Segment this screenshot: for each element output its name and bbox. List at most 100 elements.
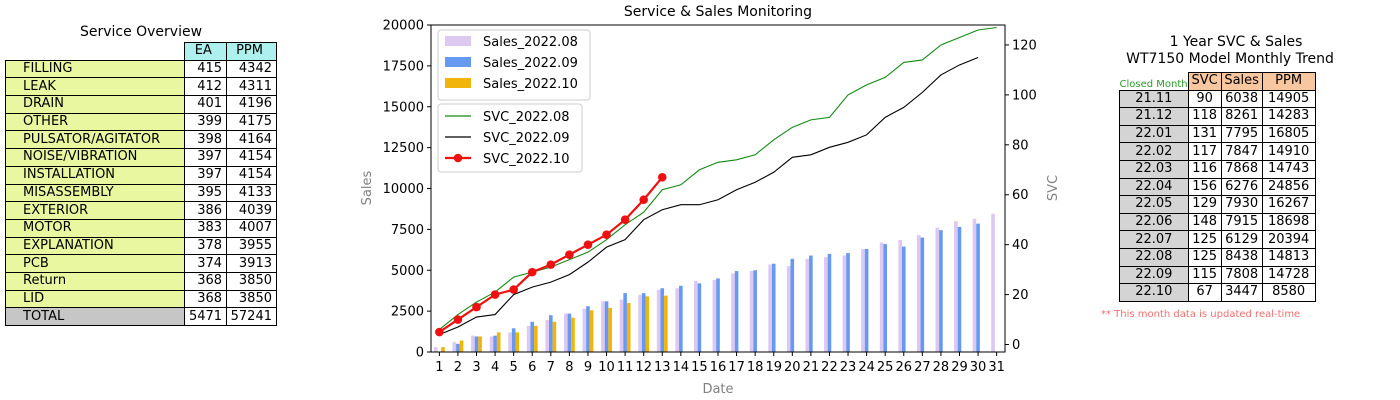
bar bbox=[954, 221, 958, 352]
x-tick-label: 31 bbox=[988, 360, 1005, 375]
bar bbox=[920, 237, 925, 352]
x-tick-label: 24 bbox=[858, 360, 875, 375]
monthly-trend-panel: 1 Year SVC & Sales WT7150 Model Monthly … bbox=[1110, 34, 1350, 302]
x-tick-label: 21 bbox=[803, 360, 820, 375]
y-tick-label: 7500 bbox=[391, 223, 424, 238]
y-axis-label: Sales bbox=[360, 170, 375, 205]
trend-header-row: Closed Month SVC Sales PPM bbox=[1120, 72, 1316, 91]
legend-label: SVC_2022.10 bbox=[483, 152, 569, 167]
x-tick-label: 14 bbox=[673, 360, 690, 375]
ppm-cell: 14728 bbox=[1261, 265, 1316, 285]
month-cell: 21.12 bbox=[1119, 107, 1189, 126]
table-row: Return 368 3850 bbox=[5, 271, 277, 291]
ppm-value: 4154 bbox=[226, 165, 277, 185]
svc-cell: 90 bbox=[1187, 89, 1222, 109]
svc-cell: 129 bbox=[1187, 195, 1222, 214]
bar bbox=[976, 223, 980, 352]
svc-cell: 148 bbox=[1187, 212, 1222, 232]
bar bbox=[664, 295, 668, 352]
bar bbox=[496, 332, 501, 352]
table-row: 22.06 148 7915 18698 bbox=[1119, 212, 1316, 232]
ppm-value: 3913 bbox=[226, 254, 277, 273]
table-row: LID 368 3850 bbox=[5, 289, 277, 309]
col-ea-header: EA bbox=[183, 42, 228, 61]
bar bbox=[768, 264, 772, 352]
bar bbox=[545, 320, 550, 352]
x-tick-label: 16 bbox=[710, 360, 727, 375]
ea-value: 397 bbox=[183, 165, 228, 185]
bar bbox=[731, 273, 735, 352]
ppm-cell: 24856 bbox=[1261, 177, 1316, 197]
category-label: PULSATOR/AGITATOR bbox=[5, 130, 185, 150]
month-cell: 22.07 bbox=[1119, 230, 1189, 249]
ppm-value: 4164 bbox=[226, 130, 277, 150]
x-tick-label: 17 bbox=[728, 360, 745, 375]
ppm-value: 3955 bbox=[226, 236, 277, 256]
x-tick-label: 13 bbox=[654, 360, 671, 375]
category-label: NOISE/VIBRATION bbox=[5, 148, 185, 167]
bar bbox=[935, 227, 940, 352]
series-marker bbox=[509, 285, 518, 294]
ea-value: 378 bbox=[183, 236, 228, 256]
x-tick-label: 5 bbox=[510, 360, 518, 375]
bar bbox=[842, 255, 847, 352]
bar bbox=[991, 213, 995, 352]
y2-tick-label: 120 bbox=[1012, 38, 1037, 53]
series-marker bbox=[602, 230, 611, 239]
bar bbox=[567, 313, 572, 352]
bar bbox=[459, 340, 464, 352]
bar bbox=[489, 336, 494, 352]
y-tick-label: 2500 bbox=[391, 305, 424, 320]
series-marker bbox=[453, 315, 463, 324]
bar bbox=[641, 293, 646, 352]
table-row: NOISE/VIBRATION 397 4154 bbox=[5, 148, 277, 167]
monthly-trend-table: Closed Month SVC Sales PPM 21.11 90 6038 14… bbox=[1119, 72, 1316, 302]
month-cell: 22.09 bbox=[1119, 265, 1189, 285]
ea-value: 368 bbox=[183, 271, 228, 291]
ppm-value: 4133 bbox=[226, 183, 277, 203]
sales-cell: 3447 bbox=[1220, 283, 1263, 302]
y-tick-label: 20000 bbox=[383, 19, 424, 34]
table-row: 22.10 67 3447 8580 bbox=[1119, 283, 1316, 302]
bar bbox=[824, 257, 828, 352]
table-row: MISASSEMBLY 395 4133 bbox=[5, 183, 277, 203]
ppm-value: 4311 bbox=[226, 77, 277, 97]
bar bbox=[805, 258, 810, 352]
x-tick-label: 4 bbox=[491, 360, 499, 375]
total-ea: 5471 bbox=[183, 307, 228, 326]
col-ppm-header: PPM bbox=[1261, 72, 1316, 91]
bar bbox=[549, 315, 553, 352]
table-row: EXTERIOR 386 4039 bbox=[5, 201, 277, 220]
x-tick-label: 2 bbox=[454, 360, 462, 375]
x-tick-label: 20 bbox=[784, 360, 801, 375]
series-marker bbox=[639, 195, 648, 205]
legend-label: SVC_2022.09 bbox=[483, 131, 569, 146]
category-label: PCB bbox=[5, 254, 185, 273]
svc-cell: 156 bbox=[1187, 177, 1222, 197]
bar bbox=[471, 335, 475, 352]
y-tick-label: 15000 bbox=[383, 100, 424, 115]
x-tick-label: 12 bbox=[635, 360, 652, 375]
series-marker bbox=[620, 215, 630, 225]
bar bbox=[586, 306, 590, 352]
ea-value: 415 bbox=[183, 59, 228, 79]
bar bbox=[846, 253, 850, 352]
svc-cell: 116 bbox=[1187, 159, 1222, 179]
series-marker bbox=[546, 260, 556, 269]
bar bbox=[957, 226, 962, 352]
category-label: INSTALLATION bbox=[5, 165, 185, 185]
sales-cell: 7868 bbox=[1220, 159, 1263, 179]
ea-value: 412 bbox=[183, 77, 228, 97]
table-row: 22.03 116 7868 14743 bbox=[1119, 159, 1316, 179]
category-label: MISASSEMBLY bbox=[5, 183, 185, 203]
ppm-cell: 16805 bbox=[1261, 124, 1316, 144]
table-row: 21.12 118 8261 14283 bbox=[1119, 107, 1316, 126]
x-tick-label: 19 bbox=[765, 360, 782, 375]
bar bbox=[786, 266, 791, 352]
bar bbox=[660, 288, 665, 352]
month-cell: 22.02 bbox=[1119, 142, 1189, 161]
bar bbox=[571, 317, 575, 352]
category-label: EXPLANATION bbox=[5, 236, 185, 256]
series-line bbox=[439, 56, 979, 336]
service-overview-title: Service Overview bbox=[79, 24, 203, 40]
